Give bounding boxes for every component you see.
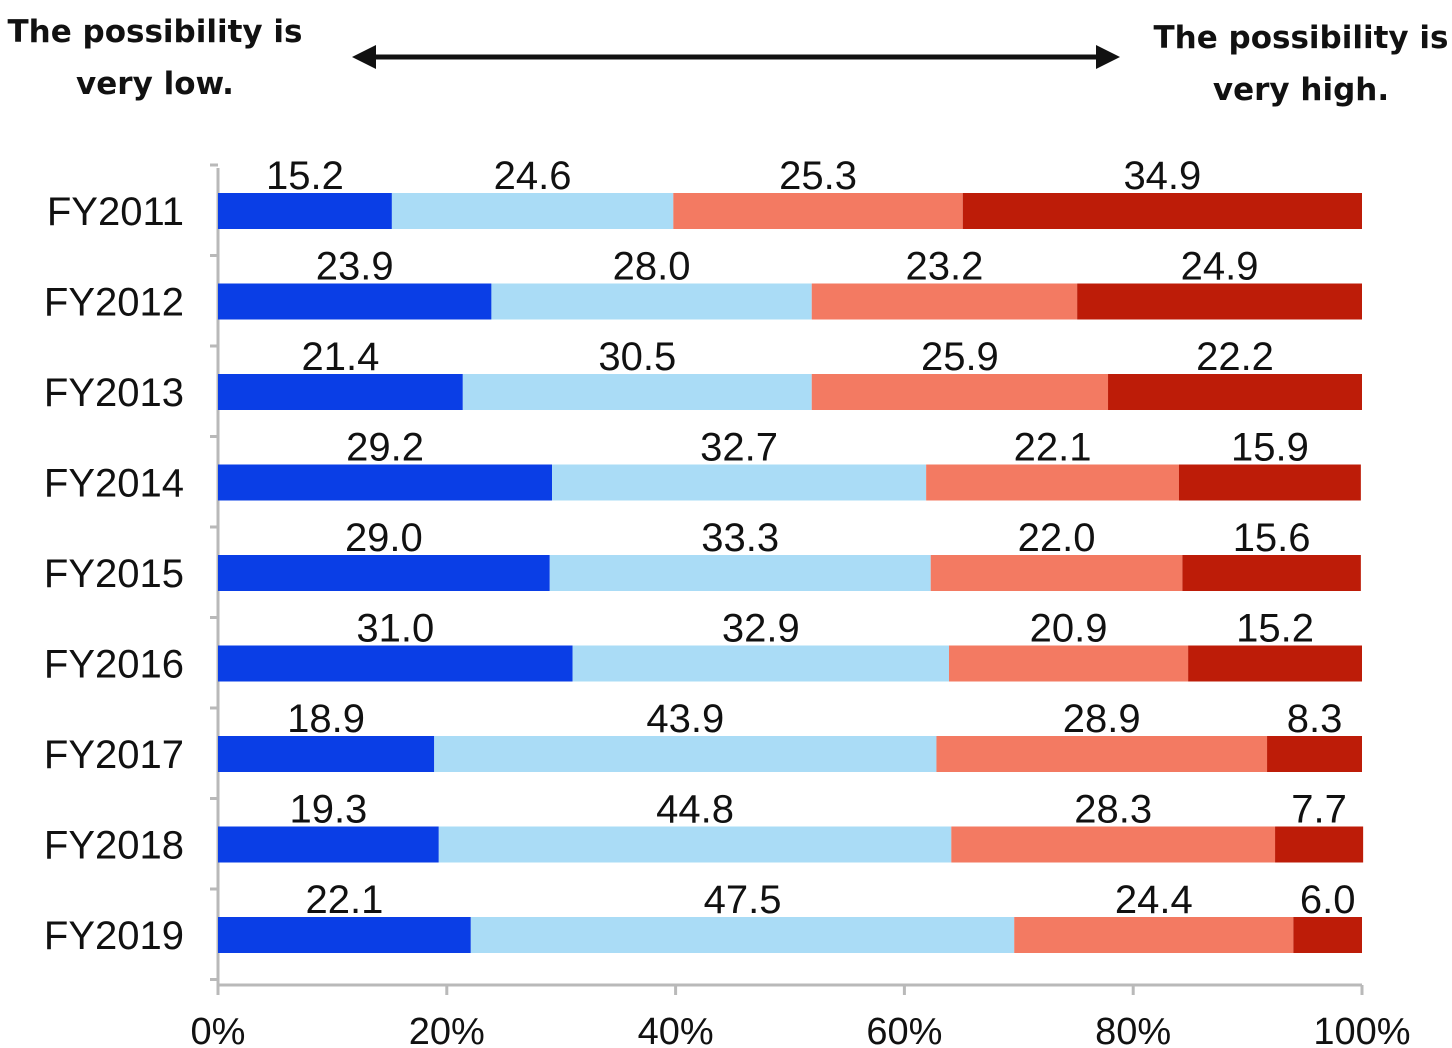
low-note-line-2: very low. (76, 66, 234, 102)
high-note-line-1: The possibility is (1153, 20, 1449, 56)
category-label: FY2016 (44, 643, 184, 687)
bar-segment (218, 193, 392, 229)
data-label: 24.9 (1181, 245, 1259, 289)
data-label: 29.0 (345, 516, 423, 560)
bar-segment (1267, 736, 1362, 772)
data-label: 30.5 (598, 335, 676, 379)
bar-segment (491, 283, 812, 320)
high-note-line-2: very high. (1212, 72, 1390, 108)
bar-segment (1178, 464, 1361, 501)
data-label: 15.9 (1231, 426, 1309, 470)
bar-segment (391, 193, 674, 229)
bar-segment (930, 555, 1183, 591)
data-label: 6.0 (1300, 878, 1356, 922)
bar-segment (1188, 645, 1362, 682)
data-label: 31.0 (356, 607, 434, 651)
x-tick-label: 20% (409, 1011, 485, 1048)
bar-segment (218, 917, 471, 953)
bar-segment (218, 736, 435, 772)
data-label: 22.2 (1196, 335, 1274, 379)
chart-labels: 0% 20% 40% 60% 80% 100% FY2011 15.2 24.6 25.3 34.9… (44, 154, 1411, 1048)
data-label: 15.2 (266, 154, 344, 198)
bar-segment (218, 464, 553, 501)
x-tick-label: 100% (1313, 1011, 1410, 1048)
data-label: 7.7 (1291, 788, 1347, 832)
x-tick-label: 40% (638, 1011, 714, 1048)
bar-segment (218, 826, 439, 863)
data-label: 21.4 (301, 335, 379, 379)
category-label: FY2015 (44, 552, 184, 596)
bar-segment (926, 464, 1179, 501)
bar-segment (811, 283, 1078, 320)
data-label: 43.9 (646, 697, 724, 741)
high-possibility-note: The possibility is very high. (1150, 12, 1452, 116)
bar-segment (1293, 917, 1362, 953)
data-label: 32.7 (700, 426, 778, 470)
data-label: 19.3 (289, 788, 367, 832)
category-label: FY2017 (44, 733, 184, 777)
bar-segment (1275, 826, 1364, 863)
data-label: 47.5 (704, 878, 782, 922)
bar-segment (951, 826, 1276, 863)
data-label: 8.3 (1287, 697, 1343, 741)
bar-segment (962, 193, 1362, 229)
bar-segment (462, 374, 812, 410)
data-label: 24.6 (494, 154, 572, 198)
bar-segment (1108, 374, 1362, 410)
data-label: 44.8 (656, 788, 734, 832)
data-label: 18.9 (287, 697, 365, 741)
data-label: 22.1 (305, 878, 383, 922)
data-label: 28.0 (613, 245, 691, 289)
bar-segment (549, 555, 931, 591)
data-label: 33.3 (701, 516, 779, 560)
data-label: 28.3 (1074, 788, 1152, 832)
bar-segment (552, 464, 927, 501)
category-label: FY2011 (47, 190, 184, 234)
category-label: FY2019 (44, 914, 184, 958)
category-label: FY2014 (44, 462, 184, 506)
data-label: 24.4 (1115, 878, 1193, 922)
bar-segment (1014, 917, 1294, 953)
x-tick-label: 80% (1095, 1011, 1171, 1048)
data-label: 22.0 (1018, 516, 1096, 560)
bar-segment (218, 283, 492, 320)
category-label: FY2012 (44, 281, 184, 325)
bar-segment (936, 736, 1268, 772)
bar-segment (1182, 555, 1361, 591)
bar-segment (438, 826, 952, 863)
bar-segment (673, 193, 963, 229)
bar-segment (434, 736, 937, 772)
x-tick-label: 0% (191, 1011, 246, 1048)
data-label: 28.9 (1063, 697, 1141, 741)
bar-segment (1077, 283, 1362, 320)
bar-segment (811, 374, 1109, 410)
data-label: 25.3 (779, 154, 857, 198)
data-label: 15.6 (1233, 516, 1311, 560)
low-note-line-1: The possibility is (7, 14, 303, 50)
bar-segment (218, 645, 573, 682)
data-label: 23.9 (316, 245, 394, 289)
bar-segment (949, 645, 1189, 682)
data-label: 23.2 (906, 245, 984, 289)
low-possibility-note: The possibility is very low. (0, 6, 310, 110)
bar-segment (470, 917, 1015, 953)
double-headed-arrow (352, 45, 1120, 69)
x-tick-label: 60% (866, 1011, 942, 1048)
data-label: 25.9 (921, 335, 999, 379)
data-label: 22.1 (1014, 426, 1092, 470)
data-label: 15.2 (1236, 607, 1314, 651)
bar-segment (572, 645, 950, 682)
data-label: 32.9 (722, 607, 800, 651)
bar-segment (218, 555, 550, 591)
data-label: 29.2 (346, 426, 424, 470)
data-label: 20.9 (1030, 607, 1108, 651)
chart-bars (218, 193, 1364, 953)
bar-segment (218, 374, 463, 410)
data-label: 34.9 (1123, 154, 1201, 198)
category-label: FY2018 (44, 824, 184, 868)
category-label: FY2013 (44, 371, 184, 415)
